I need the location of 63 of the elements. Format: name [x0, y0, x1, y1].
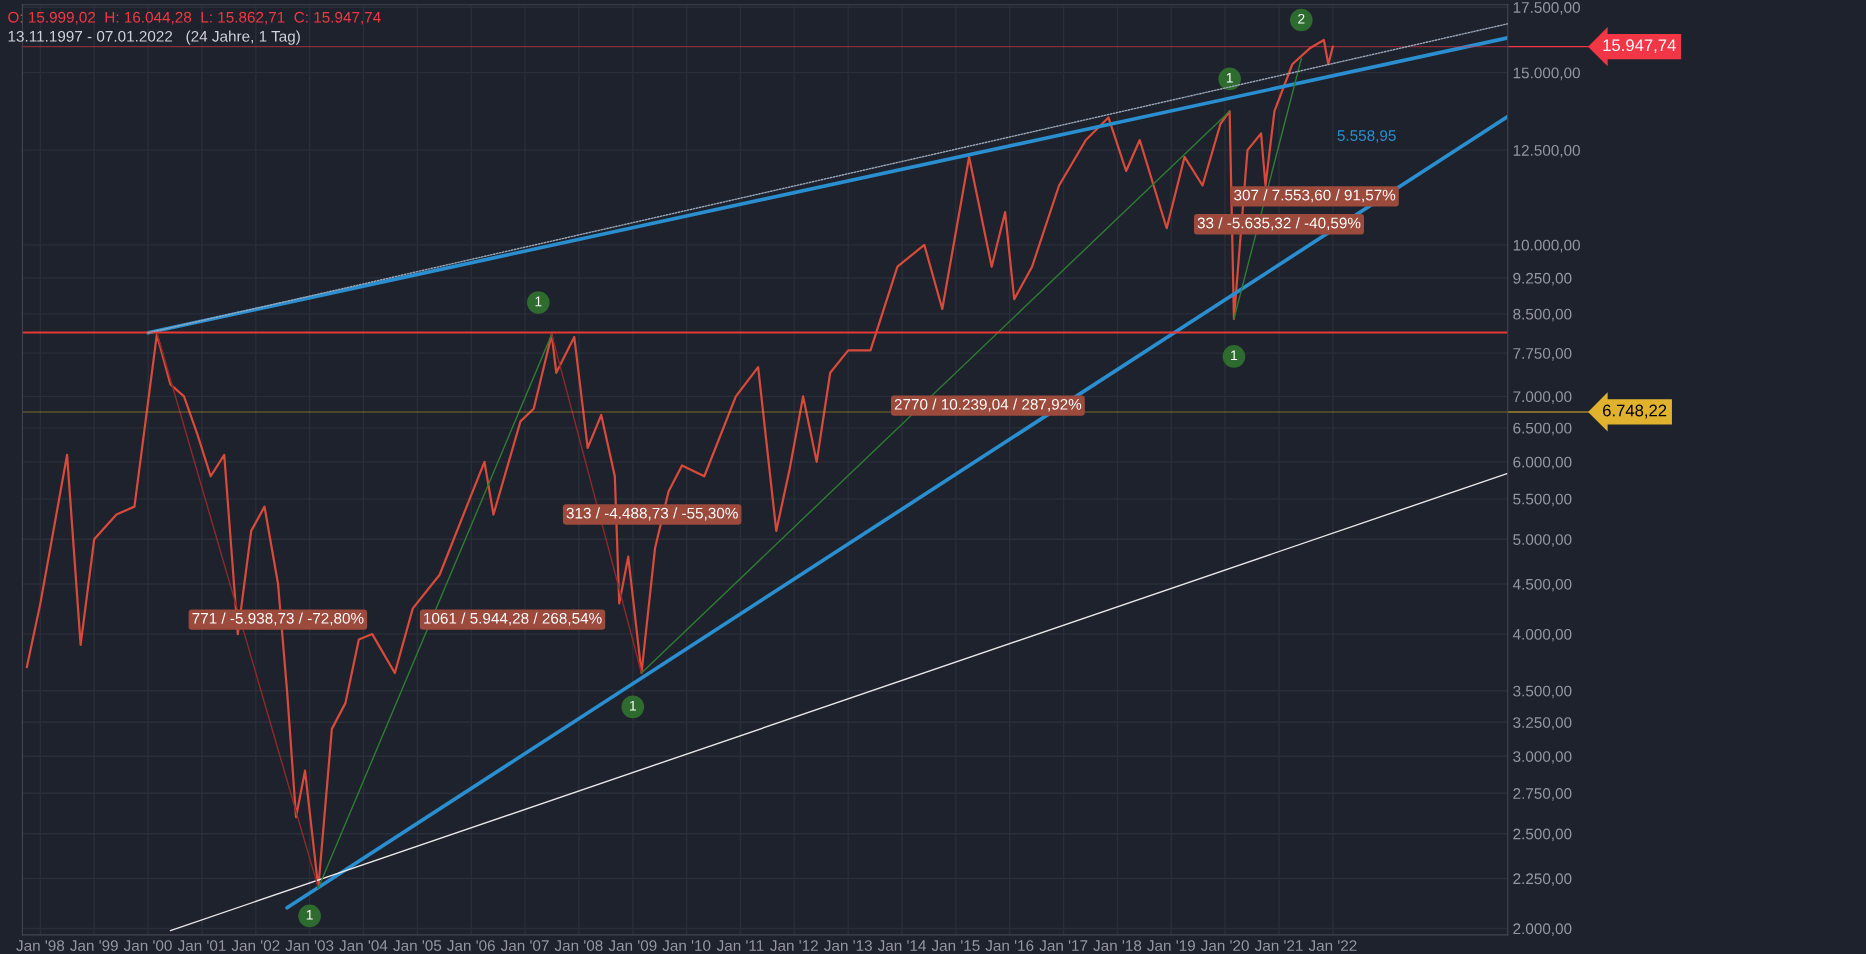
x-tick-label: Jan '08 [554, 940, 603, 951]
y-tick-label: 8.500,00 [1513, 308, 1572, 322]
y-tick-label: 12.500,00 [1513, 144, 1580, 158]
y-tick-label: 2.750,00 [1513, 788, 1572, 801]
y-tick-label: 4.000,00 [1512, 628, 1572, 642]
annotation: 1 [306, 909, 313, 920]
annotation: 1 [535, 296, 542, 307]
x-tick-label: Jan '01 [177, 940, 226, 951]
y-tick-label: 5.000,00 [1513, 534, 1572, 547]
x-tick-label: Jan '22 [1308, 940, 1357, 951]
x-tick-label: Jan '21 [1254, 940, 1303, 951]
annotation: 313 / -4.488,73 / -55,30% [566, 507, 738, 521]
x-tick-label: Jan '02 [231, 940, 280, 951]
x-tick-label: Jan '13 [824, 940, 872, 951]
x-tick-label: Jan '17 [1039, 940, 1088, 951]
x-tick-label: Jan '99 [70, 940, 118, 951]
y-tick-label: 5.500,00 [1513, 493, 1572, 507]
y-tick-label: 6.000,00 [1513, 456, 1572, 470]
y-tick-label: 10.000,00 [1513, 239, 1580, 253]
annotation: 2770 / 10.239,04 / 287,92% [894, 398, 1082, 412]
annotation: 771 / -5.938,73 / -72,80% [192, 612, 364, 626]
annotation: 307 / 7.553,60 / 91,57% [1234, 189, 1396, 203]
x-tick-label: Jan '11 [716, 940, 764, 951]
text: 13.11.1997 - 07.01.2022 (24 Jahre, 1 Tag) [8, 30, 300, 45]
ref-line-label: 6.748,22 [1603, 404, 1667, 419]
x-tick-label: Jan '20 [1200, 940, 1249, 951]
ref-line-label: 15.947,74 [1603, 39, 1676, 54]
x-tick-label: Jan '00 [123, 940, 172, 951]
annotation: 5.558,95 [1337, 130, 1396, 143]
annotation: 2 [1298, 13, 1305, 24]
x-tick-label: Jan '05 [393, 940, 442, 951]
x-tick-label: Jan '18 [1093, 940, 1142, 951]
x-tick-label: Jan '07 [500, 940, 549, 951]
x-tick-label: Jan '15 [931, 940, 980, 951]
y-tick-label: 3.500,00 [1513, 685, 1572, 699]
x-tick-label: Jan '19 [1147, 940, 1195, 951]
annotation: 1 [1226, 72, 1233, 83]
x-tick-label: Jan '98 [16, 940, 65, 951]
y-tick-label: 2.250,00 [1513, 873, 1572, 886]
y-tick-label: 4.500,00 [1512, 578, 1572, 592]
y-tick-label: 15.000,00 [1513, 67, 1580, 81]
x-tick-label: Jan '09 [608, 940, 657, 951]
y-tick-label: 2.000,00 [1513, 923, 1572, 936]
y-tick-label: 2.500,00 [1513, 828, 1572, 842]
x-tick-label: Jan '03 [285, 940, 334, 951]
y-tick-label: 3.250,00 [1513, 717, 1572, 730]
x-tick-label: Jan '16 [985, 940, 1034, 951]
x-tick-label: Jan '04 [339, 940, 388, 951]
y-tick-label: 3.000,00 [1513, 751, 1572, 764]
y-tick-label: 6.500,00 [1513, 422, 1572, 436]
annotation: 33 / -5.635,32 / -40,59% [1197, 217, 1361, 231]
y-tick-label: 7.000,00 [1513, 391, 1572, 404]
x-tick-label: Jan '10 [662, 940, 711, 951]
y-tick-label: 9.250,00 [1513, 272, 1572, 286]
y-tick-label: 17.500,00 [1513, 2, 1580, 15]
y-tick-label: 7.750,00 [1513, 348, 1572, 361]
x-tick-label: Jan '14 [877, 940, 926, 951]
annotation: 1 [1231, 350, 1238, 361]
annotation: 1061 / 5.944,28 / 268,54% [424, 612, 602, 626]
x-tick-label: Jan '06 [447, 940, 495, 951]
chart-title: O: 15.999,02 H: 16.044,28 L: 15.862,71 C: 15.947,74 [8, 11, 381, 25]
x-tick-label: Jan '12 [770, 940, 818, 951]
annotation: 1 [630, 700, 636, 711]
